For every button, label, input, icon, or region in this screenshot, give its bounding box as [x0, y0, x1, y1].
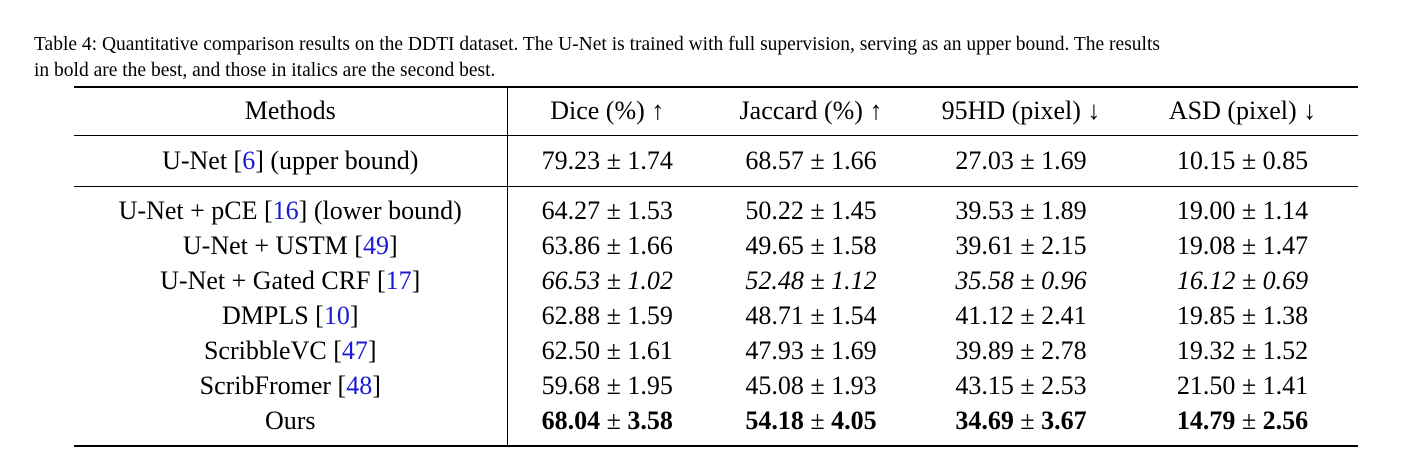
header-95hd: 95HD (pixel) ↓ [915, 87, 1127, 136]
best-std: 3.67 [1041, 406, 1087, 435]
dice-cell: 63.86 ± 1.66 [541, 231, 673, 260]
method-name: U-Net + USTM [ [182, 231, 363, 260]
method-cell: DMPLS [10] [74, 298, 508, 334]
method-suffix: ] (lower bound) [298, 196, 462, 225]
method-name: U-Net + Gated CRF [ [160, 266, 386, 295]
asd-cell: 19.00 ± 1.14 [1176, 196, 1309, 225]
method-suffix: ] [388, 231, 398, 260]
jaccard-cell: 47.93 ± 1.69 [745, 336, 877, 365]
method-cell: ScribbleVC [47] [74, 333, 508, 369]
method-cell: U-Net + Gated CRF [17] [74, 263, 508, 299]
table-row: DMPLS [10] 62.88 ± 1.59 48.71 ± 1.54 41.12 … [74, 298, 1358, 334]
dice-cell: 64.27 ± 1.53 [541, 196, 673, 225]
table-caption: Table 4: Quantitative comparison results… [34, 32, 1404, 84]
method-name: ScribbleVC [ [203, 336, 342, 365]
jaccard-cell: 50.22 ± 1.45 [745, 196, 877, 225]
citation-link[interactable]: 49 [362, 231, 389, 260]
method-suffix: ] [372, 371, 381, 400]
asd-cell: 10.15 ± 0.85 [1127, 135, 1358, 187]
plus-minus: ± [1013, 406, 1042, 435]
jaccard-cell: 49.65 ± 1.58 [745, 231, 877, 260]
citation-link[interactable]: 16 [272, 196, 299, 225]
best-mean: 14.79 [1176, 406, 1236, 435]
asd-cell: 19.08 ± 1.47 [1176, 231, 1309, 260]
plus-minus: ± [600, 406, 628, 435]
method-suffix: ] [367, 336, 377, 365]
method-cell: U-Net [6] (upper bound) [74, 135, 508, 187]
best-std: 3.58 [627, 406, 673, 435]
95hd-cell: 27.03 ± 1.69 [915, 135, 1127, 187]
jaccard-cell: 45.08 ± 1.93 [745, 371, 877, 400]
citation-link[interactable]: 48 [346, 371, 373, 400]
citation-link[interactable]: 10 [323, 301, 350, 330]
asd-cell: 16.12 ± 0.69 [1176, 266, 1309, 295]
asd-cell: 19.85 ± 1.38 [1176, 301, 1309, 330]
table-row: U-Net + Gated CRF [17] 66.53 ± 1.02 52.48 … [74, 263, 1358, 299]
header-jaccard: Jaccard (%) ↑ [707, 87, 915, 136]
best-mean: 54.18 [745, 406, 804, 435]
asd-cell: 19.32 ± 1.52 [1176, 336, 1309, 365]
dice-cell: 59.68 ± 1.95 [541, 371, 673, 400]
table-row: ScribbleVC [47] 62.50 ± 1.61 47.93 ± 1.69 3… [74, 333, 1358, 369]
citation-link[interactable]: 6 [242, 145, 256, 175]
dice-cell: 62.88 ± 1.59 [541, 301, 673, 330]
method-suffix: ] (upper bound) [255, 145, 419, 175]
method-cell: ScribFromer [48] [74, 368, 508, 404]
95hd-cell: 39.53 ± 1.89 [955, 196, 1087, 225]
jaccard-cell: 52.48 ± 1.12 [745, 266, 877, 295]
method-suffix: ] [411, 266, 421, 295]
best-std: 2.56 [1262, 406, 1309, 435]
method-name: ScribFromer [ [199, 371, 347, 400]
citation-link[interactable]: 17 [385, 266, 412, 295]
caption-line-2: in bold are the best, and those in itali… [34, 60, 496, 81]
method-suffix: ] [349, 301, 359, 330]
header-asd: ASD (pixel) ↓ [1127, 87, 1358, 136]
95hd-cell: 39.89 ± 2.78 [955, 336, 1087, 365]
citation-link[interactable]: 47 [341, 336, 368, 365]
95hd-cell: 34.69 ± 3.67 [915, 403, 1127, 447]
table-row: U-Net + pCE [16] (lower bound) 64.27 ± 1.… [74, 186, 1358, 229]
dice-cell: 66.53 ± 1.02 [541, 266, 673, 295]
dice-cell: 68.04 ± 3.58 [507, 403, 707, 447]
jaccard-cell: 54.18 ± 4.05 [707, 403, 915, 447]
95hd-cell: 39.61 ± 2.15 [955, 231, 1087, 260]
asd-cell: 14.79 ± 2.56 [1127, 403, 1358, 447]
table-row: ScribFromer [48] 59.68 ± 1.95 45.08 ± 1.93… [74, 368, 1358, 404]
95hd-cell: 35.58 ± 0.96 [955, 266, 1087, 295]
method-name: Ours [264, 406, 316, 435]
header-dice: Dice (%) ↑ [507, 87, 707, 136]
plus-minus: ± [1235, 406, 1263, 435]
method-cell: U-Net + USTM [49] [74, 228, 508, 264]
method-name: U-Net + pCE [ [118, 196, 273, 225]
results-table-wrap: Methods Dice (%) ↑ Jaccard (%) ↑ 95HD (p… [74, 86, 1358, 447]
jaccard-cell: 48.71 ± 1.54 [745, 301, 877, 330]
plus-minus: ± [803, 406, 832, 435]
method-cell: U-Net + pCE [16] (lower bound) [74, 186, 508, 229]
dice-cell: 62.50 ± 1.61 [541, 336, 673, 365]
table-row: Ours 68.04 ± 3.58 54.18 ± 4.05 34.69 ± 3.67… [74, 403, 1358, 447]
header-row: Methods Dice (%) ↑ Jaccard (%) ↑ 95HD (p… [74, 87, 1358, 136]
header-methods: Methods [74, 87, 508, 136]
table-row: U-Net + USTM [49] 63.86 ± 1.66 49.65 ± 1.5… [74, 228, 1358, 264]
dice-cell: 79.23 ± 1.74 [507, 135, 707, 187]
asd-cell: 21.50 ± 1.41 [1176, 371, 1309, 400]
best-mean: 68.04 [541, 406, 601, 435]
method-cell: Ours [74, 403, 508, 447]
jaccard-cell: 68.57 ± 1.66 [707, 135, 915, 187]
results-table: Methods Dice (%) ↑ Jaccard (%) ↑ 95HD (p… [74, 86, 1358, 447]
95hd-cell: 43.15 ± 2.53 [955, 371, 1087, 400]
95hd-cell: 41.12 ± 2.41 [955, 301, 1087, 330]
caption-line-1: Table 4: Quantitative comparison results… [34, 34, 1160, 55]
upper-bound-row: U-Net [6] (upper bound) 79.23 ± 1.74 68.… [74, 135, 1358, 187]
method-name: DMPLS [ [221, 301, 324, 330]
method-name: U-Net [ [162, 145, 243, 175]
best-std: 4.05 [831, 406, 877, 435]
best-mean: 34.69 [955, 406, 1014, 435]
